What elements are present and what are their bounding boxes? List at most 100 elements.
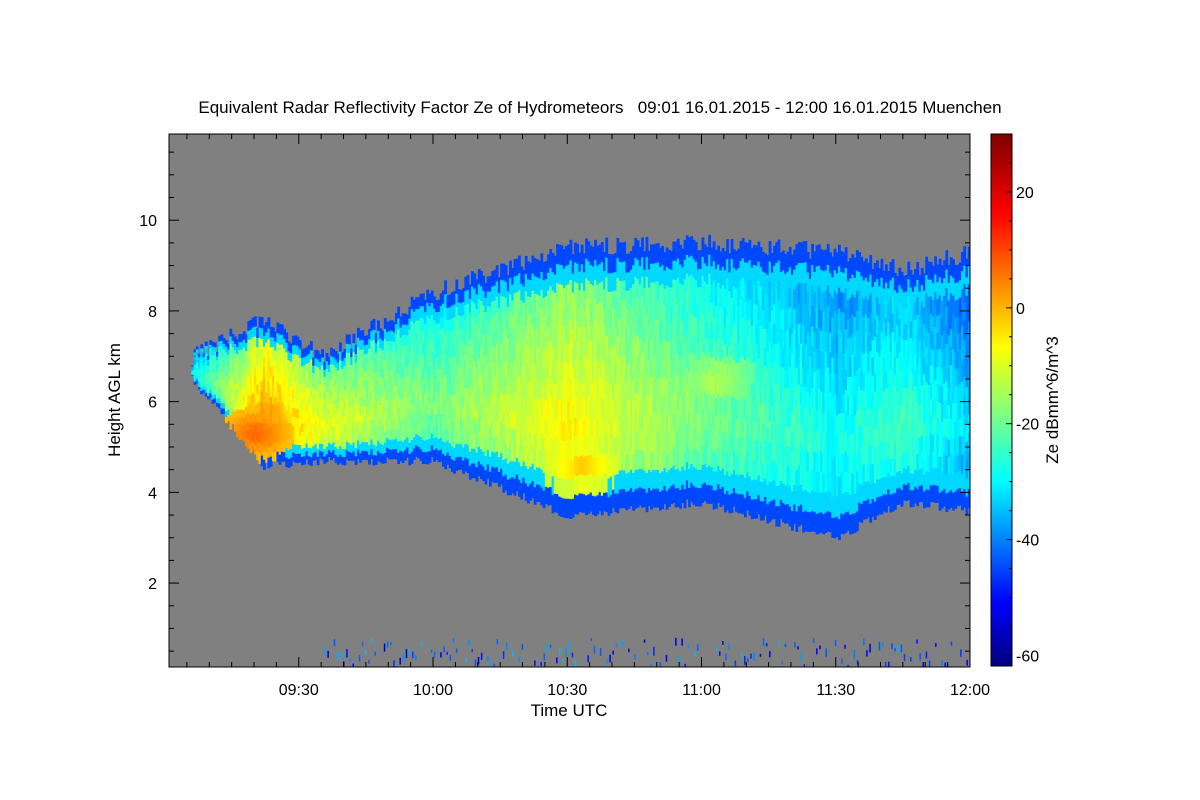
cloud-cell	[204, 372, 208, 378]
cloud-cell	[314, 381, 318, 390]
cloud-cell	[920, 351, 924, 369]
cloud-cell	[728, 401, 732, 421]
cloud-cell	[858, 309, 861, 330]
cloud-cell	[509, 344, 512, 362]
cloud-cell	[480, 389, 483, 405]
cloud-cell	[439, 341, 443, 354]
cloud-cell	[802, 283, 806, 305]
cloud-cell	[417, 446, 421, 459]
cloud-cell	[824, 289, 828, 311]
cloud-cell	[493, 345, 497, 362]
cloud-cell	[710, 375, 714, 395]
cloud-cell	[665, 303, 669, 323]
cloud-cell	[896, 373, 900, 391]
cloud-cell	[428, 438, 432, 452]
cloud-cell	[222, 386, 226, 393]
cloud-cell	[294, 416, 298, 427]
cloud-cell	[518, 255, 521, 274]
cloud-cell	[341, 376, 345, 385]
cloud-cell	[500, 263, 503, 280]
cloud-cell	[379, 347, 383, 358]
cloud-cell	[864, 425, 868, 445]
cloud-cell	[390, 419, 394, 430]
cloud-cell	[551, 345, 555, 365]
cloud-cell	[580, 340, 584, 360]
clutter-cell	[446, 651, 448, 656]
cloud-cell	[325, 376, 329, 385]
cloud-cell	[549, 413, 553, 433]
cloud-cell	[846, 414, 850, 435]
cloud-cell	[339, 342, 342, 352]
cloud-cell	[582, 401, 586, 421]
cloud-cell	[867, 335, 870, 355]
cloud-cell	[565, 342, 568, 363]
cloud-cell	[931, 332, 935, 351]
cloud-cell	[240, 424, 244, 433]
cloud-cell	[397, 329, 401, 341]
cloud-cell	[641, 487, 644, 508]
cloud-cell	[245, 390, 248, 399]
cloud-cell	[381, 434, 385, 445]
cloud-cell	[280, 412, 284, 423]
cloud-cell	[582, 290, 586, 310]
cloud-cell	[914, 319, 917, 337]
cloud-cell	[842, 413, 846, 434]
cloud-cell	[833, 516, 837, 539]
cloud-cell	[712, 375, 716, 395]
cloud-cell	[708, 388, 712, 409]
cloud-cell	[334, 438, 338, 447]
cloud-cell	[397, 317, 401, 330]
cloud-cell	[359, 386, 363, 397]
cloud-cell	[544, 313, 548, 331]
cloud-cell	[598, 453, 602, 474]
cloud-cell	[764, 253, 767, 273]
cloud-cell	[193, 359, 197, 363]
cloud-cell	[822, 392, 826, 413]
cloud-cell	[271, 394, 275, 405]
cloud-cell	[551, 290, 555, 310]
cloud-cell	[878, 443, 882, 462]
cloud-cell	[368, 377, 371, 388]
cloud-cell	[386, 321, 389, 333]
cloud-cell	[681, 248, 685, 268]
cloud-cell	[672, 241, 676, 261]
cloud-cell	[565, 401, 568, 422]
cloud-cell	[931, 450, 935, 469]
cloud-cell	[804, 468, 808, 490]
cloud-cell	[766, 312, 770, 333]
cloud-cell	[808, 375, 812, 396]
cloud-cell	[853, 375, 857, 396]
cloud-cell	[240, 416, 244, 425]
cloud-cell	[676, 410, 680, 431]
cloud-cell	[336, 409, 340, 418]
cloud-cell	[934, 467, 938, 486]
cloud-cell	[191, 369, 195, 371]
cloud-cell	[721, 357, 725, 377]
cloud-cell	[887, 287, 891, 306]
cloud-cell	[625, 290, 629, 310]
cloud-cell	[354, 438, 358, 448]
cloud-cell	[860, 408, 864, 429]
cloud-cell	[645, 335, 649, 356]
cloud-cell	[444, 320, 448, 335]
cloud-cell	[949, 328, 953, 348]
cloud-cell	[249, 405, 253, 416]
cloud-cell	[278, 444, 282, 455]
cloud-cell	[786, 348, 790, 369]
cloud-cell	[943, 295, 946, 314]
cloud-cell	[900, 322, 904, 340]
cloud-cell	[737, 437, 741, 457]
cloud-cell	[347, 406, 351, 416]
cloud-cell	[842, 312, 846, 334]
cloud-cell	[278, 334, 282, 345]
cloud-cell	[419, 353, 423, 366]
cloud-cell	[374, 417, 378, 428]
cloud-cell	[891, 385, 895, 404]
cloud-cell	[871, 339, 875, 358]
cloud-cell	[598, 415, 602, 436]
cloud-cell	[567, 459, 571, 480]
cloud-cell	[229, 335, 233, 344]
cloud-cell	[645, 491, 649, 513]
cloud-cell	[766, 503, 770, 524]
cloud-cell	[484, 340, 488, 356]
